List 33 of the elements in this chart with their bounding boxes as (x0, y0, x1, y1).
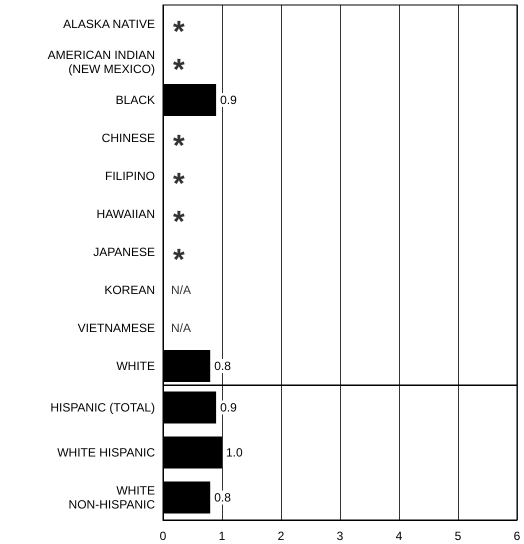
y-tick-label: CHINESE (102, 131, 155, 145)
text: * (173, 130, 185, 162)
data-label: 0.9 (220, 400, 238, 414)
x-tick-label: 1 (218, 529, 226, 543)
x-tick-label: 2 (278, 529, 285, 543)
y-tick-label: WHITE (116, 359, 155, 373)
y-tick-label: FILIPINO (104, 169, 155, 183)
data-label: 0.8 (214, 490, 232, 504)
text: N/A (171, 283, 192, 297)
y-tick-label: WHITE HISPANIC (57, 446, 156, 460)
y-tick-label: HAWAIIAN (96, 207, 155, 221)
data-label: 1.0 (226, 446, 244, 460)
y-tick-label: BLACK (116, 93, 155, 107)
data-label: 0.8 (214, 359, 232, 373)
y-tick-label: WHITE NON-HISPANIC (68, 484, 156, 512)
x-tick-label: 0 (160, 529, 167, 543)
x-tick-label: 6 (514, 529, 521, 543)
y-tick-label: ALASKA NATIVE (63, 17, 155, 31)
x-tick-label: 4 (396, 529, 403, 543)
x-tick-label: 3 (336, 529, 344, 543)
text: * (173, 16, 185, 48)
text: * (173, 54, 185, 86)
x-tick-label: 5 (454, 529, 462, 543)
y-tick-label: AMERICAN INDIAN (NEW MEXICO) (48, 48, 155, 76)
y-tick-label: JAPANESE (93, 245, 155, 259)
text: N/A (171, 321, 192, 335)
y-tick-label: VIETNAMESE (78, 321, 155, 335)
text: * (173, 206, 185, 238)
y-tick-label: HISPANIC (TOTAL) (50, 400, 155, 414)
text: * (173, 168, 185, 200)
text: * (173, 244, 185, 276)
data-label: 0.9 (220, 93, 238, 107)
y-tick-label: KOREAN (104, 283, 155, 297)
